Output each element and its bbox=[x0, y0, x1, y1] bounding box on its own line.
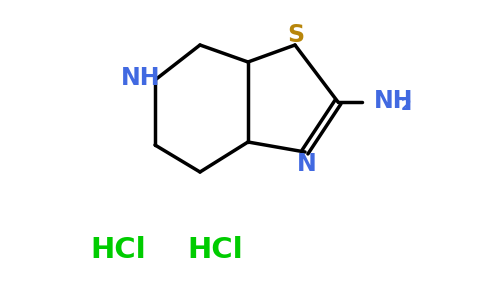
Text: NH: NH bbox=[374, 89, 413, 113]
Text: 2: 2 bbox=[401, 98, 412, 112]
Text: HCl: HCl bbox=[187, 236, 243, 264]
Text: S: S bbox=[287, 23, 304, 47]
Text: NH: NH bbox=[121, 66, 161, 90]
Text: N: N bbox=[297, 152, 317, 176]
Text: HCl: HCl bbox=[90, 236, 146, 264]
